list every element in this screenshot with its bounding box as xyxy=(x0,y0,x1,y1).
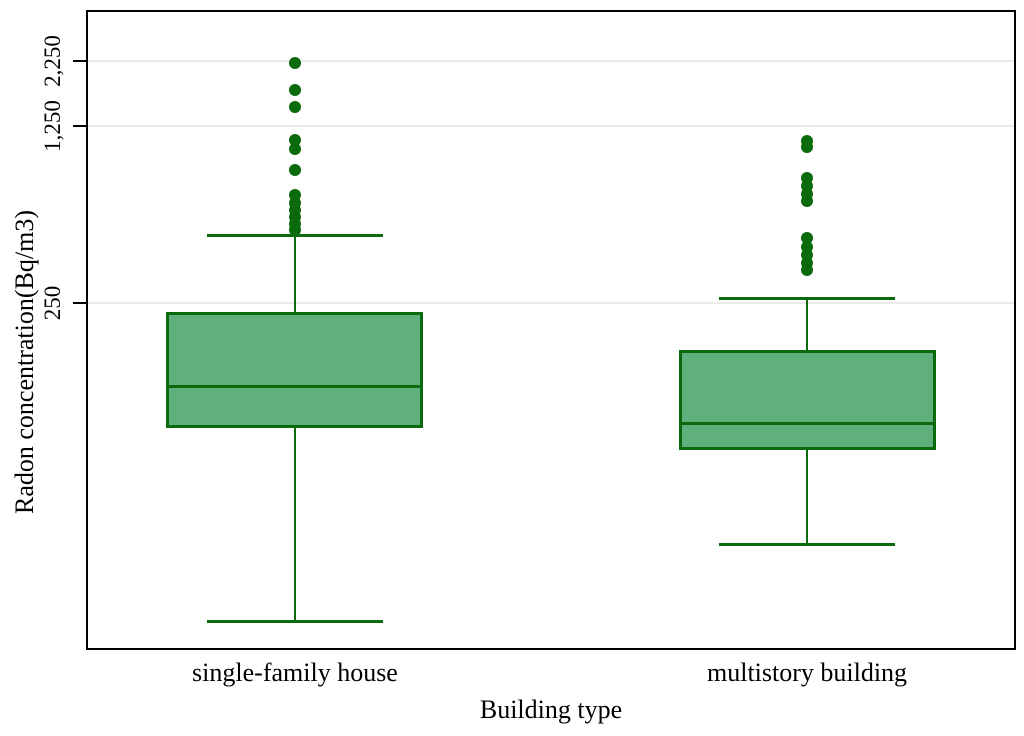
outlier-dot xyxy=(288,100,301,113)
y-tick-label: 1,250 xyxy=(40,99,65,152)
iqr-box xyxy=(166,312,424,428)
lower-whisker-stem xyxy=(293,427,297,622)
y-tick-mark xyxy=(73,59,87,62)
outlier-dot xyxy=(801,232,814,245)
lower-adjacent-line xyxy=(206,619,383,623)
outlier-dot xyxy=(801,171,814,184)
x-category-label-single-family-house: single-family house xyxy=(192,658,398,687)
x-axis-title: Building type xyxy=(479,695,623,724)
y-gridline xyxy=(88,302,1014,305)
y-gridline xyxy=(88,124,1014,127)
y-tick-label: 2,250 xyxy=(40,34,65,87)
lower-whisker-stem xyxy=(805,450,809,545)
upper-adjacent-line xyxy=(719,296,896,300)
upper-whisker-stem xyxy=(805,298,809,351)
median-line xyxy=(166,384,424,388)
upper-whisker-stem xyxy=(293,235,297,313)
x-category-label-multistory-building: multistory building xyxy=(706,658,908,687)
outlier-dot xyxy=(288,189,301,202)
y-gridline xyxy=(88,59,1014,62)
y-tick-mark xyxy=(73,124,87,127)
outlier-dot xyxy=(288,57,301,70)
outlier-dot xyxy=(288,133,301,146)
outlier-dot xyxy=(288,83,301,96)
outlier-dot xyxy=(288,143,301,156)
y-axis-title: Radon concentration(Bq/m3) xyxy=(10,210,39,514)
y-tick-label: 250 xyxy=(40,286,65,321)
plot-area xyxy=(86,10,1016,650)
y-tick-mark xyxy=(73,302,87,305)
median-line xyxy=(678,422,936,426)
outlier-dot xyxy=(288,164,301,177)
outlier-dot xyxy=(801,134,814,147)
iqr-box xyxy=(678,350,936,451)
lower-adjacent-line xyxy=(719,543,896,547)
outlier-dot xyxy=(801,241,814,254)
